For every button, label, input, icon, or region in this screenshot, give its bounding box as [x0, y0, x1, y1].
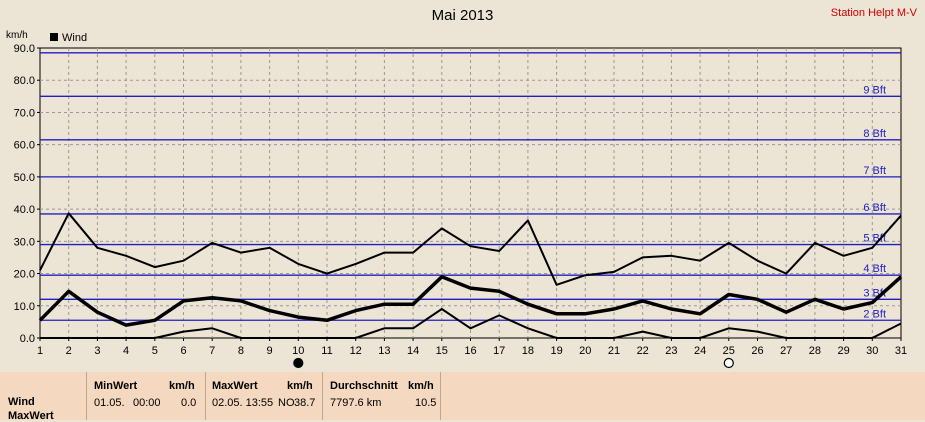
max-unit: km/h [287, 380, 313, 392]
x-tick-label: 29 [837, 345, 849, 357]
max-direction: NO [278, 397, 295, 409]
beaufort-label: 8 Bft [863, 128, 886, 140]
x-tick-label: 19 [550, 345, 562, 357]
x-tick-label: 22 [637, 345, 649, 357]
x-tick-label: 15 [436, 345, 448, 357]
x-tick-label: 4 [123, 345, 129, 357]
stats-min-cell: MinWert km/h 01.05. 00:00 0.0 [87, 372, 206, 420]
min-value: 0.0 [181, 397, 197, 409]
x-tick-label: 13 [378, 345, 390, 357]
stats-row-labels: Wind MaxWert [0, 372, 87, 422]
mean-distance: 7797.6 km [330, 397, 382, 409]
stats-max-cell: MaxWert km/h 02.05. 13:55 NO 38.7 [206, 372, 323, 420]
x-tick-label: 20 [579, 345, 591, 357]
series-line-min [40, 308, 902, 339]
min-time: 00:00 [133, 397, 161, 409]
x-tick-label: 31 [895, 345, 907, 357]
mean-header: Durchschnitt [330, 380, 398, 392]
x-tick-label: 8 [238, 345, 244, 357]
x-tick-label: 27 [780, 345, 792, 357]
x-tick-label: 5 [152, 345, 158, 357]
beaufort-label: 4 Bft [863, 263, 886, 275]
full-moon-icon [723, 357, 734, 369]
beaufort-label: 7 Bft [863, 165, 886, 177]
y-axis-unit: km/h [6, 30, 28, 41]
new-moon-icon [293, 357, 304, 369]
series-line-max [39, 212, 902, 286]
max-datetime: 02.05. 13:55 [212, 397, 274, 409]
stats-mean-cell: Durchschnitt km/h 7797.6 km 10.5 [323, 372, 441, 420]
legend-label: Wind [62, 32, 88, 44]
max-header: MaxWert [212, 380, 258, 392]
stats-table: Wind MaxWert MinWert km/h 01.05. 00:00 0… [0, 372, 925, 422]
y-tick-label: 10.0 [14, 301, 35, 313]
x-tick-label: 10 [292, 345, 304, 357]
beaufort-label: 2 Bft [863, 308, 886, 320]
min-date: 01.05. [94, 397, 125, 409]
x-tick-label: 6 [180, 345, 186, 357]
x-tick-label: 3 [94, 345, 100, 357]
y-tick-label: 40.0 [14, 204, 35, 216]
x-tick-label: 21 [608, 345, 620, 357]
x-tick-label: 2 [66, 345, 72, 357]
y-tick-label: 20.0 [14, 269, 35, 281]
x-tick-label: 26 [751, 345, 763, 357]
x-tick-label: 9 [267, 345, 273, 357]
station-name: Station Helpt M-V [830, 7, 917, 19]
beaufort-label: 9 Bft [863, 84, 886, 96]
x-tick-label: 30 [866, 345, 878, 357]
y-tick-label: 30.0 [14, 236, 35, 248]
mean-unit: km/h [408, 380, 434, 392]
x-tick-label: 17 [493, 345, 505, 357]
chart-title: Mai 2013 [431, 7, 494, 24]
x-tick-label: 24 [694, 345, 706, 357]
y-tick-label: 90.0 [14, 43, 35, 55]
max-value: 38.7 [294, 397, 316, 409]
legend-swatch [50, 33, 58, 41]
min-unit: km/h [169, 380, 195, 392]
mean-value: 10.5 [415, 397, 437, 409]
x-tick-label: 12 [350, 345, 362, 357]
x-tick-label: 28 [809, 345, 821, 357]
y-tick-label: 50.0 [14, 172, 35, 184]
row-label-wind: Wind [8, 396, 35, 408]
x-tick-label: 7 [209, 345, 215, 357]
x-tick-label: 18 [522, 345, 534, 357]
legend: Wind [50, 32, 87, 44]
y-tick-label: 80.0 [14, 75, 35, 87]
y-tick-label: 0.0 [20, 333, 35, 345]
series-line-mean [38, 275, 903, 327]
x-tick-label: 16 [464, 345, 476, 357]
min-header: MinWert [94, 380, 138, 392]
x-tick-label: 11 [321, 345, 332, 357]
x-tick-label: 1 [37, 345, 43, 357]
beaufort-label: 6 Bft [863, 202, 886, 214]
y-tick-label: 60.0 [14, 140, 35, 152]
row-label-maxwert: MaxWert [8, 410, 54, 422]
beaufort-label: 5 Bft [863, 233, 886, 245]
x-tick-label: 14 [407, 345, 419, 357]
x-tick-label: 23 [665, 345, 677, 357]
y-tick-label: 70.0 [14, 107, 35, 119]
x-tick-label: 25 [723, 345, 735, 357]
